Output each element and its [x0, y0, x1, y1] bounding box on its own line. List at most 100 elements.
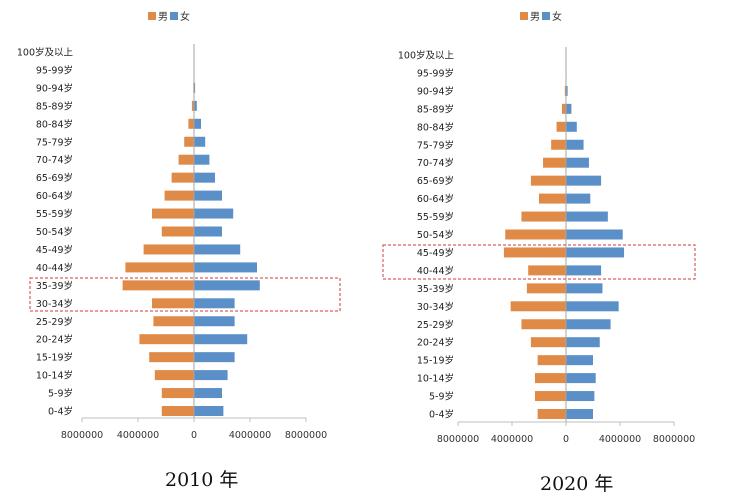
bar-female — [566, 157, 589, 168]
category-label: 30-34岁 — [36, 298, 73, 310]
bar-male — [122, 280, 194, 291]
bar-female — [194, 136, 206, 147]
category-label: 45-49岁 — [36, 244, 73, 256]
category-label: 60-64岁 — [417, 193, 454, 205]
category-label: 40-44岁 — [417, 265, 454, 277]
category-label: 0-4岁 — [48, 406, 73, 418]
bar-male — [153, 316, 194, 327]
bar-male — [188, 118, 194, 129]
x-tick-label: 8000000 — [653, 434, 695, 445]
bar-female — [566, 175, 602, 186]
bar-male — [139, 334, 194, 345]
x-tick-label: 0 — [563, 434, 569, 445]
legend-label-1: 女 — [552, 10, 562, 23]
x-tick-label: 4000000 — [491, 434, 533, 445]
category-label: 85-89岁 — [417, 103, 454, 115]
bar-male — [556, 121, 566, 132]
legend: 男女 — [520, 10, 562, 23]
bar-male — [537, 355, 566, 366]
bar-male — [537, 409, 566, 419]
category-label: 65-69岁 — [36, 172, 73, 184]
category-label: 100岁及以上 — [17, 47, 74, 59]
pyramid-panel-2020: 男女 8000000 4000000 0 4000000 8000000 0-4岁 5-9岁 1… — [370, 0, 739, 499]
bar-female — [566, 85, 568, 96]
x-tick-label: 8000000 — [437, 434, 479, 445]
bar-female — [566, 139, 584, 150]
bar-female — [566, 121, 577, 132]
x-tick-label: 8000000 — [285, 430, 327, 441]
bar-male — [534, 373, 566, 384]
bar-male — [539, 193, 566, 204]
bar-male — [530, 175, 566, 186]
bar-male — [184, 136, 194, 147]
bar-female — [194, 118, 201, 129]
legend-label-0: 男 — [530, 11, 540, 23]
bar-male — [149, 352, 194, 363]
x-tick-label: 8000000 — [61, 430, 103, 441]
x-tick-label: 4000000 — [117, 430, 159, 441]
bar-male — [164, 190, 194, 201]
legend-swatch-1 — [542, 12, 550, 20]
bar-male — [521, 319, 566, 330]
category-label: 15-19岁 — [417, 355, 454, 367]
category-label: 20-24岁 — [36, 334, 73, 346]
population-pyramid-2010: 男女 8000000 4000000 0 4000000 8000000 0-4岁 5-9岁 1… — [17, 10, 341, 441]
category-label: 5-9岁 — [429, 391, 454, 403]
category-label: 15-19岁 — [36, 352, 73, 364]
category-label: 65-69岁 — [417, 175, 454, 187]
bar-female — [566, 211, 608, 222]
bar-female — [194, 100, 197, 111]
legend-swatch-0 — [148, 12, 156, 20]
bar-male — [528, 265, 566, 276]
bar-female — [194, 208, 234, 219]
category-label: 60-64岁 — [36, 190, 73, 202]
category-label: 0-4岁 — [429, 409, 454, 421]
bar-female — [566, 301, 619, 312]
category-label: 45-49岁 — [417, 247, 454, 259]
bar-male — [171, 172, 194, 183]
category-label: 90-94岁 — [417, 85, 454, 97]
bar-female — [566, 391, 595, 402]
bar-female — [566, 193, 591, 204]
bar-male — [161, 406, 194, 416]
legend: 男女 — [148, 10, 190, 23]
bar-female — [566, 229, 623, 240]
population-pyramid-2020: 男女 8000000 4000000 0 4000000 8000000 0-4岁 5-9岁 1… — [382, 10, 696, 445]
legend-swatch-0 — [520, 12, 528, 20]
category-label: 85-89岁 — [36, 100, 73, 112]
bar-male — [143, 244, 194, 255]
bar-female — [566, 265, 602, 276]
bar-male — [503, 247, 566, 258]
category-label: 10-14岁 — [417, 373, 454, 385]
category-label: 55-59岁 — [417, 211, 454, 223]
bar-male — [551, 139, 566, 150]
bar-female — [566, 337, 600, 348]
bar-female — [194, 370, 228, 381]
bar-female — [194, 226, 222, 237]
chart-title-2010: 2010 年 — [165, 469, 239, 491]
category-label: 80-84岁 — [417, 121, 454, 133]
category-label: 95-99岁 — [36, 64, 73, 76]
bar-male — [534, 391, 566, 402]
bar-male — [125, 262, 194, 273]
category-label: 20-24岁 — [417, 337, 454, 349]
category-label: 80-84岁 — [36, 118, 73, 130]
bar-male — [152, 298, 194, 309]
bar-male — [521, 211, 566, 222]
chart-title-2020: 2020 年 — [540, 473, 614, 495]
bar-female — [566, 283, 603, 294]
category-label: 95-99岁 — [417, 67, 454, 79]
bar-male — [564, 85, 566, 96]
category-label: 35-39岁 — [36, 280, 73, 292]
pyramid-panel-2010: 男女 8000000 4000000 0 4000000 8000000 0-4岁 5-9岁 1… — [17, 10, 341, 491]
bar-female — [566, 103, 572, 114]
bar-female — [566, 247, 625, 258]
x-tick-label: 4000000 — [599, 434, 641, 445]
bar-female — [194, 334, 248, 345]
bar-female — [194, 262, 257, 273]
bar-female — [194, 190, 222, 201]
bar-male — [178, 154, 194, 165]
category-label: 5-9岁 — [48, 388, 73, 400]
category-label: 40-44岁 — [36, 262, 73, 274]
x-tick-label: 0 — [191, 430, 197, 441]
